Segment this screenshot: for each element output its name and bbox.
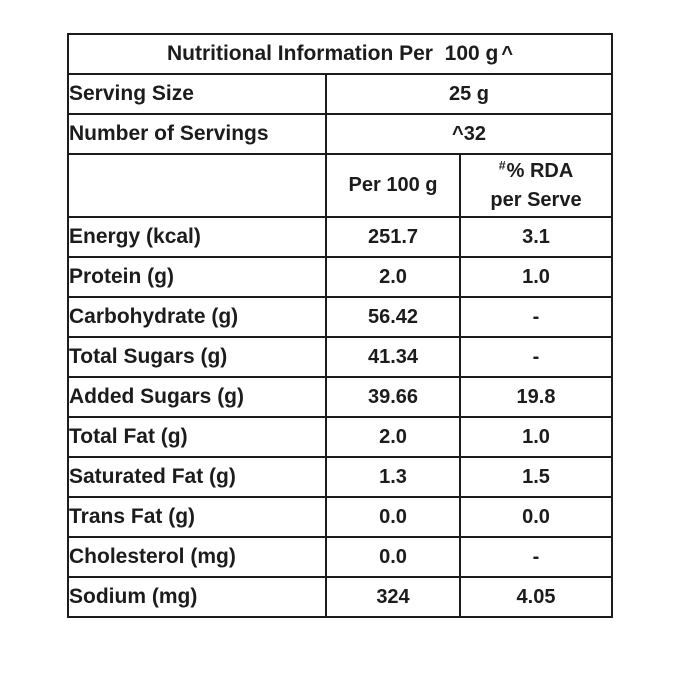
per-100g-value: 251.7 bbox=[325, 216, 461, 258]
rda-per-serve-value: 4.05 bbox=[459, 576, 613, 618]
nutrient-label: Total Sugars (g) bbox=[67, 336, 327, 378]
per-100g-value: 56.42 bbox=[325, 296, 461, 338]
per-100g-value: 41.34 bbox=[325, 336, 461, 378]
table-row-protein: Protein (g) 2.0 1.0 bbox=[67, 256, 613, 298]
per-100g-value: 2.0 bbox=[325, 256, 461, 298]
per-100g-value: 1.3 bbox=[325, 456, 461, 498]
nutrient-label: Energy (kcal) bbox=[67, 216, 327, 258]
nutrient-label: Saturated Fat (g) bbox=[67, 456, 327, 498]
number-of-servings-label: Number of Servings bbox=[67, 113, 327, 155]
nutrient-label: Total Fat (g) bbox=[67, 416, 327, 458]
rda-per-serve-value: 19.8 bbox=[459, 376, 613, 418]
title-row: Nutritional Information Per 100 g ^ bbox=[67, 33, 613, 75]
rda-per-serve-value: 1.0 bbox=[459, 256, 613, 298]
nutrient-label: Cholesterol (mg) bbox=[67, 536, 327, 578]
table-row-total-sugars: Total Sugars (g) 41.34 - bbox=[67, 336, 613, 378]
number-of-servings-value: ^32 bbox=[325, 113, 613, 155]
table-row-added-sugars: Added Sugars (g) 39.66 19.8 bbox=[67, 376, 613, 418]
table-row-carbohydrate: Carbohydrate (g) 56.42 - bbox=[67, 296, 613, 338]
nutrient-label: Protein (g) bbox=[67, 256, 327, 298]
per-100g-value: 0.0 bbox=[325, 496, 461, 538]
rda-per-serve-value: 1.5 bbox=[459, 456, 613, 498]
table-row-trans-fat: Trans Fat (g) 0.0 0.0 bbox=[67, 496, 613, 538]
per-100g-value: 0.0 bbox=[325, 536, 461, 578]
serving-size-label: Serving Size bbox=[67, 73, 327, 115]
rda-header-line2: per Serve bbox=[490, 188, 582, 211]
table-title-text: Nutritional Information Per 100 g bbox=[166, 42, 499, 65]
per-100g-value: 39.66 bbox=[325, 376, 461, 418]
empty-header-cell bbox=[67, 153, 327, 218]
table-row-sodium: Sodium (mg) 324 4.05 bbox=[67, 576, 613, 618]
rda-per-serve-value: - bbox=[459, 336, 613, 378]
col-header-per-100g: Per 100 g bbox=[325, 153, 461, 218]
table-title: Nutritional Information Per 100 g ^ bbox=[67, 33, 613, 75]
rda-hash-superscript: # bbox=[498, 157, 507, 172]
column-header-row: Per 100 g #% RDA per Serve bbox=[67, 153, 613, 218]
table-row-energy: Energy (kcal) 251.7 3.1 bbox=[67, 216, 613, 258]
serving-size-row: Serving Size 25 g bbox=[67, 73, 613, 115]
number-of-servings-row: Number of Servings ^32 bbox=[67, 113, 613, 155]
rda-per-serve-value: - bbox=[459, 536, 613, 578]
nutrient-label: Added Sugars (g) bbox=[67, 376, 327, 418]
col-header-rda-per-serve: #% RDA per Serve bbox=[459, 153, 613, 218]
per-100g-value: 324 bbox=[325, 576, 461, 618]
rda-header-line1: % RDA bbox=[506, 159, 574, 182]
title-caret-mark: ^ bbox=[501, 43, 514, 65]
nutrient-label: Carbohydrate (g) bbox=[67, 296, 327, 338]
table-row-saturated-fat: Saturated Fat (g) 1.3 1.5 bbox=[67, 456, 613, 498]
rda-per-serve-value: 1.0 bbox=[459, 416, 613, 458]
rda-per-serve-value: - bbox=[459, 296, 613, 338]
nutrition-table: Nutritional Information Per 100 g ^ Servi… bbox=[67, 33, 613, 618]
per-100g-value: 2.0 bbox=[325, 416, 461, 458]
rda-per-serve-value: 3.1 bbox=[459, 216, 613, 258]
nutrient-label: Sodium (mg) bbox=[67, 576, 327, 618]
table-row-total-fat: Total Fat (g) 2.0 1.0 bbox=[67, 416, 613, 458]
nutrient-label: Trans Fat (g) bbox=[67, 496, 327, 538]
table-row-cholesterol: Cholesterol (mg) 0.0 - bbox=[67, 536, 613, 578]
rda-per-serve-value: 0.0 bbox=[459, 496, 613, 538]
serving-size-value: 25 g bbox=[325, 73, 613, 115]
